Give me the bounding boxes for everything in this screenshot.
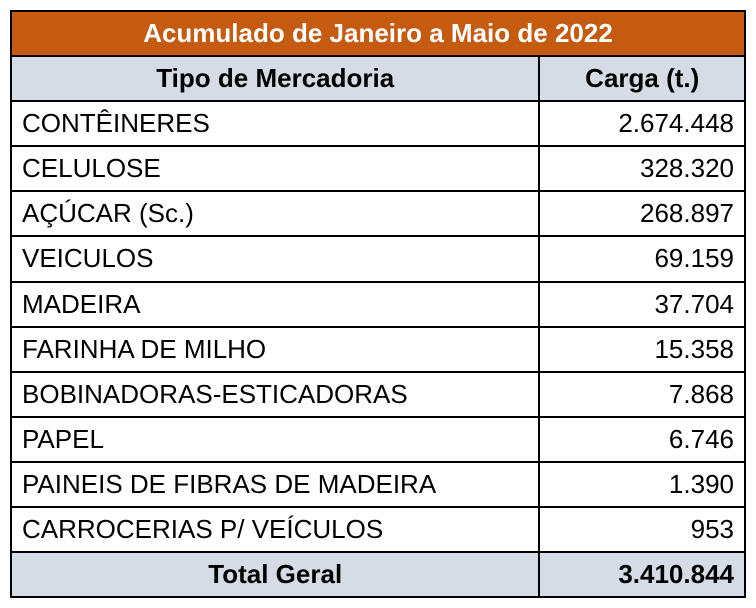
col-header-tipo: Tipo de Mercadoria: [11, 56, 539, 101]
table-row: PAPEL6.746: [11, 417, 745, 462]
cell-carga: 37.704: [539, 282, 745, 327]
total-label: Total Geral: [11, 552, 539, 597]
cell-tipo: PAPEL: [11, 417, 539, 462]
cell-tipo: FARINHA DE MILHO: [11, 327, 539, 372]
cargo-table-container: Acumulado de Janeiro a Maio de 2022 Tipo…: [10, 10, 746, 598]
table-row: PAINEIS DE FIBRAS DE MADEIRA1.390: [11, 462, 745, 507]
cell-carga: 2.674.448: [539, 101, 745, 146]
table-title: Acumulado de Janeiro a Maio de 2022: [11, 11, 745, 56]
table-row: CARROCERIAS P/ VEÍCULOS953: [11, 507, 745, 552]
cell-carga: 69.159: [539, 236, 745, 281]
table-row: AÇÚCAR (Sc.)268.897: [11, 191, 745, 236]
cell-carga: 268.897: [539, 191, 745, 236]
cell-tipo: MADEIRA: [11, 282, 539, 327]
cell-carga: 1.390: [539, 462, 745, 507]
table-row: VEICULOS69.159: [11, 236, 745, 281]
cell-tipo: AÇÚCAR (Sc.): [11, 191, 539, 236]
table-row: MADEIRA37.704: [11, 282, 745, 327]
cell-tipo: BOBINADORAS-ESTICADORAS: [11, 372, 539, 417]
table-title-row: Acumulado de Janeiro a Maio de 2022: [11, 11, 745, 56]
table-header-row: Tipo de Mercadoria Carga (t.): [11, 56, 745, 101]
cell-carga: 15.358: [539, 327, 745, 372]
cargo-table: Acumulado de Janeiro a Maio de 2022 Tipo…: [10, 10, 746, 598]
table-total-row: Total Geral3.410.844: [11, 552, 745, 597]
cell-carga: 6.746: [539, 417, 745, 462]
table-row: FARINHA DE MILHO15.358: [11, 327, 745, 372]
cell-tipo: CARROCERIAS P/ VEÍCULOS: [11, 507, 539, 552]
cell-tipo: CONTÊINERES: [11, 101, 539, 146]
cell-carga: 328.320: [539, 146, 745, 191]
cell-tipo: CELULOSE: [11, 146, 539, 191]
table-row: BOBINADORAS-ESTICADORAS7.868: [11, 372, 745, 417]
table-row: CELULOSE328.320: [11, 146, 745, 191]
table-row: CONTÊINERES2.674.448: [11, 101, 745, 146]
cell-carga: 7.868: [539, 372, 745, 417]
cell-tipo: PAINEIS DE FIBRAS DE MADEIRA: [11, 462, 539, 507]
col-header-carga: Carga (t.): [539, 56, 745, 101]
cell-carga: 953: [539, 507, 745, 552]
cell-tipo: VEICULOS: [11, 236, 539, 281]
total-value: 3.410.844: [539, 552, 745, 597]
